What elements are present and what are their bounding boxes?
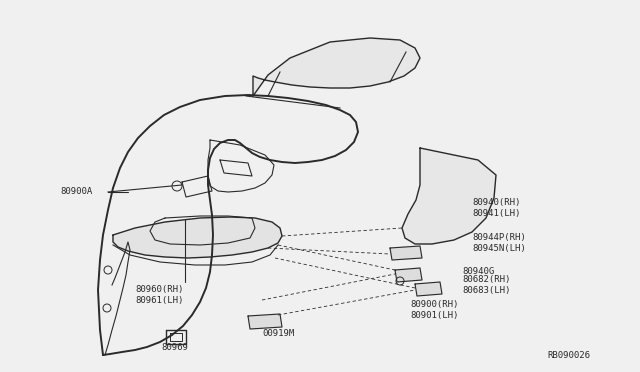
- Text: 80944P(RH)
80945N(LH): 80944P(RH) 80945N(LH): [472, 233, 525, 253]
- Text: 80900(RH)
80901(LH): 80900(RH) 80901(LH): [410, 300, 458, 320]
- Text: RB090026: RB090026: [547, 350, 590, 359]
- Text: 80940G: 80940G: [462, 266, 494, 276]
- Polygon shape: [248, 314, 282, 329]
- Polygon shape: [415, 282, 442, 296]
- Polygon shape: [253, 38, 420, 96]
- Text: 80969: 80969: [161, 343, 188, 352]
- Text: 80940(RH)
80941(LH): 80940(RH) 80941(LH): [472, 198, 520, 218]
- Polygon shape: [113, 217, 282, 258]
- Polygon shape: [402, 148, 496, 244]
- Text: 00919M: 00919M: [262, 328, 294, 337]
- Text: 80960(RH)
80961(LH): 80960(RH) 80961(LH): [135, 285, 184, 305]
- Polygon shape: [390, 246, 422, 260]
- Text: 80682(RH)
80683(LH): 80682(RH) 80683(LH): [462, 275, 510, 295]
- Text: 80900A: 80900A: [60, 187, 92, 196]
- Polygon shape: [395, 268, 422, 282]
